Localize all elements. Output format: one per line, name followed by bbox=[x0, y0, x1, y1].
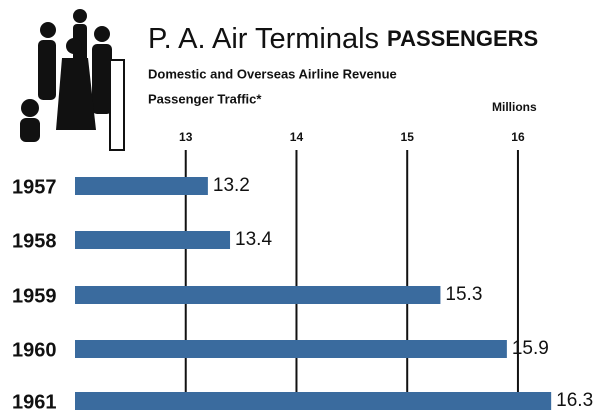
y-tick-label: 1958 bbox=[12, 230, 57, 252]
subtitle-line: Passenger Traffic* bbox=[148, 91, 262, 106]
y-tick-label: 1957 bbox=[12, 176, 57, 198]
title-emphasis: PASSENGERS bbox=[387, 26, 538, 51]
value-label: 16.3 bbox=[556, 390, 593, 411]
y-tick-label: 1959 bbox=[12, 285, 57, 307]
chart-title: P. A. Air Terminals PASSENGERS bbox=[148, 23, 538, 55]
subtitle-line: Domestic and Overseas Airline Revenue bbox=[148, 66, 397, 81]
bar bbox=[75, 177, 208, 195]
value-label: 15.3 bbox=[445, 284, 482, 305]
x-tick-label: 13 bbox=[179, 130, 193, 144]
bar bbox=[75, 392, 552, 410]
y-tick-label: 1961 bbox=[12, 391, 57, 413]
x-tick-label: 16 bbox=[511, 130, 525, 144]
bar bbox=[75, 286, 441, 304]
bar bbox=[75, 340, 507, 358]
x-tick-label: 14 bbox=[290, 130, 304, 144]
people-illustration bbox=[20, 9, 125, 151]
value-label: 15.9 bbox=[512, 338, 549, 359]
bar bbox=[75, 231, 231, 249]
value-label: 13.4 bbox=[235, 229, 272, 250]
x-tick-label: 15 bbox=[401, 130, 415, 144]
x-axis-label: Millions bbox=[492, 100, 537, 114]
title: P. A. Air Terminals bbox=[148, 23, 379, 55]
value-label: 13.2 bbox=[213, 175, 250, 196]
y-tick-label: 1960 bbox=[12, 339, 57, 361]
